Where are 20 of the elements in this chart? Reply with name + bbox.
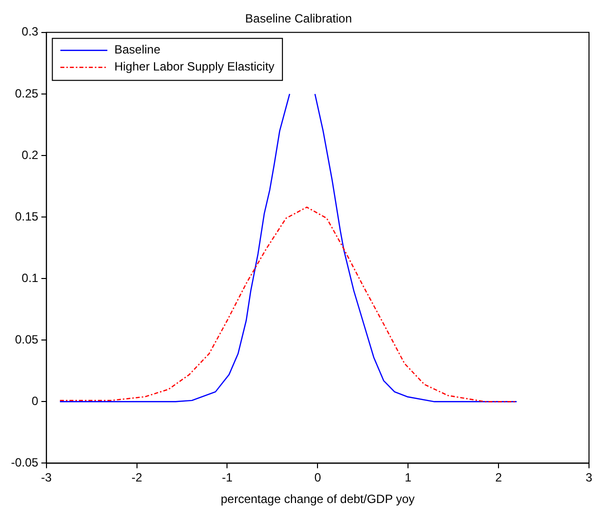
line-series <box>59 206 518 402</box>
y-tick-label: 0.3 <box>22 24 39 39</box>
legend-label: Higher Labor Supply Elasticity <box>114 60 274 74</box>
y-tick-label: 0.05 <box>14 332 39 346</box>
x-tick-label: 1 <box>404 470 412 485</box>
x-tick-label: 0 <box>314 470 322 485</box>
y-tick-label: 0 <box>32 394 39 408</box>
y-tick-label: 0.15 <box>14 209 39 224</box>
x-tick-label: -1 <box>222 470 233 485</box>
x-tick-label: -2 <box>131 470 142 485</box>
y-tick-label: 0.2 <box>22 148 39 162</box>
x-tick-label: -3 <box>41 470 52 485</box>
y-tick-label: 0.25 <box>14 86 39 100</box>
y-tick-label: 0.1 <box>22 270 39 285</box>
x-axis-title: percentage change of debt/GDP yoy <box>220 492 415 506</box>
legend-label: Baseline <box>114 42 161 57</box>
x-tick-label: 2 <box>495 470 502 485</box>
x-tick-label: 3 <box>586 470 593 485</box>
chart-title: Baseline Calibration <box>245 12 352 26</box>
y-tick-label: -0.05 <box>10 456 39 470</box>
